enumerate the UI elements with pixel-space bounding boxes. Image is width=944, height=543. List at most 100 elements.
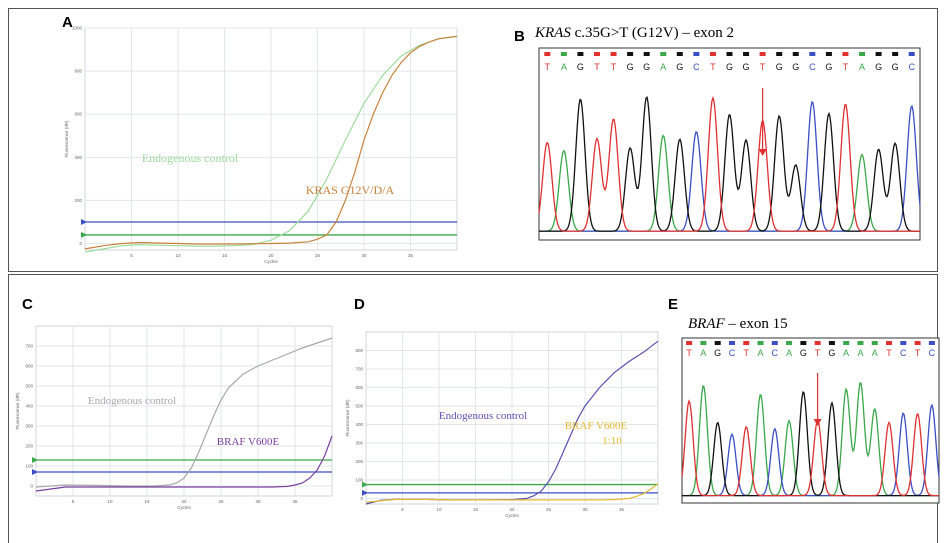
y-tick-label: 500: [355, 403, 363, 408]
base-call-label: T: [594, 62, 600, 72]
base-color-marker: [544, 52, 551, 56]
x-tick-label: 35: [292, 499, 298, 504]
base-call-label: C: [908, 62, 915, 72]
base-color-marker: [914, 341, 921, 345]
base-call-label: G: [577, 62, 584, 72]
base-call-label: C: [693, 62, 700, 72]
x-tick-label: 5: [401, 507, 404, 512]
y-tick-label: 400: [25, 404, 33, 409]
base-call-label: A: [872, 348, 878, 358]
base-call-label: G: [676, 62, 683, 72]
base-call-label: C: [929, 348, 936, 358]
y-tick-label: 100: [355, 477, 363, 482]
y-tick-label: 600: [74, 112, 82, 117]
threshold-marker: [32, 457, 38, 463]
trace-t: [681, 399, 939, 497]
y-tick-label: 1000: [72, 26, 83, 31]
x-tick-label: 25: [218, 499, 224, 504]
base-call-label: C: [729, 348, 736, 358]
base-call-label: G: [800, 348, 807, 358]
y-tick-label: 200: [25, 444, 33, 449]
series-annotation: Endogenous control: [88, 395, 176, 407]
base-color-marker: [814, 341, 821, 345]
x-tick-label: 20: [181, 499, 187, 504]
base-call-label: A: [859, 62, 865, 72]
base-color-marker: [809, 52, 816, 56]
x-tick-label: 35: [408, 253, 414, 258]
base-call-label: G: [792, 62, 799, 72]
x-axis-label: Cycles: [505, 513, 519, 518]
mutation-arrowhead: [813, 419, 822, 426]
base-color-marker: [875, 52, 882, 56]
base-color-marker: [900, 341, 907, 345]
base-call-label: A: [843, 348, 849, 358]
threshold-marker: [81, 231, 87, 238]
x-axis-label: Cycles: [177, 505, 191, 510]
panel-label-e: E: [668, 296, 679, 313]
gene-name-b: KRAS: [535, 25, 571, 41]
x-tick-label: 25: [315, 253, 321, 258]
panel-label-c: C: [22, 296, 33, 313]
chromatogram-frame: [538, 47, 921, 241]
base-color-marker: [728, 341, 735, 345]
base-color-marker: [800, 341, 807, 345]
base-call-label: G: [643, 62, 650, 72]
base-call-label: G: [825, 62, 832, 72]
base-color-marker: [828, 341, 835, 345]
y-tick-label: 500: [25, 384, 33, 389]
base-color-marker: [726, 52, 733, 56]
y-tick-label: 800: [355, 348, 363, 353]
y-tick-label: 600: [25, 364, 33, 369]
trace-t: [538, 95, 920, 232]
y-tick-label: 300: [355, 440, 363, 445]
base-call-label: A: [786, 348, 792, 358]
trace-g: [682, 390, 939, 497]
base-color-marker: [709, 52, 716, 56]
base-call-label: A: [700, 348, 706, 358]
trace-g: [539, 96, 920, 232]
base-call-label: C: [772, 348, 779, 358]
series-annotation: 1:10: [602, 435, 622, 447]
x-tick-label: 35: [619, 507, 625, 512]
base-color-marker: [660, 52, 667, 56]
series-line: [365, 483, 659, 503]
base-color-marker: [686, 341, 693, 345]
y-tick-label: 600: [355, 385, 363, 390]
title-rest-e: – exon 15: [724, 316, 788, 332]
y-tick-label: 200: [355, 459, 363, 464]
base-color-marker: [610, 52, 617, 56]
threshold-marker: [362, 481, 368, 488]
y-tick-label: 700: [25, 344, 33, 349]
panel-label-a: A: [62, 14, 73, 31]
series-line: [35, 337, 333, 488]
x-tick-label: 20: [268, 253, 274, 258]
base-color-marker: [757, 341, 764, 345]
y-tick-label: 200: [74, 198, 82, 203]
x-tick-label: 5: [130, 253, 133, 258]
base-color-marker: [643, 52, 650, 56]
base-color-marker: [776, 52, 783, 56]
y-tick-label: 400: [355, 422, 363, 427]
base-call-label: T: [760, 62, 766, 72]
base-color-marker: [593, 52, 600, 56]
y-tick-label: 400: [74, 155, 82, 160]
base-color-marker: [825, 52, 832, 56]
qpcr-chart-c: 5 10 15 20 25 30 35 0 100 200 300 400 500 600 700 Cycle…: [15, 325, 333, 510]
series-annotation: Endogenous control: [439, 410, 527, 422]
x-tick-label: 30: [361, 253, 367, 258]
base-color-marker: [759, 52, 766, 56]
base-call-label: A: [857, 348, 863, 358]
series-annotation: KRAS G12V/D/A: [306, 183, 395, 197]
base-color-marker: [859, 52, 866, 56]
base-call-label: T: [815, 348, 821, 358]
panel-label-b: B: [514, 28, 525, 45]
base-call-label: T: [545, 62, 551, 72]
series-annotation: BRAF V600E: [217, 436, 280, 448]
x-tick-label: 20: [509, 507, 515, 512]
base-call-label: G: [892, 62, 899, 72]
base-call-label: A: [758, 348, 764, 358]
x-tick-label: 15: [144, 499, 150, 504]
x-tick-label: 25: [546, 507, 552, 512]
base-color-marker: [693, 52, 700, 56]
y-tick-label: 0: [79, 241, 82, 246]
